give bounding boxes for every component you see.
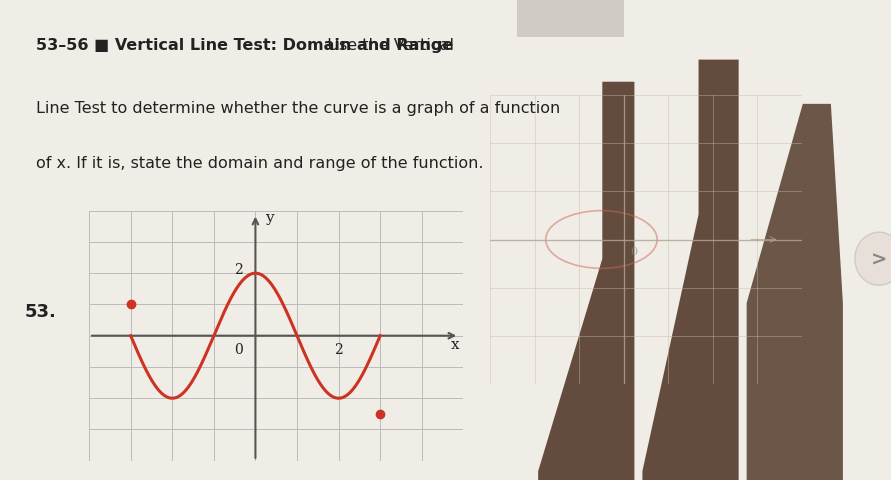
Text: 53.: 53. — [25, 302, 57, 320]
Text: Line Test to determine whether the curve is a graph of a function: Line Test to determine whether the curve… — [36, 100, 560, 115]
Text: x: x — [451, 337, 460, 351]
Text: 0: 0 — [234, 342, 243, 356]
Text: Use the Vertical: Use the Vertical — [313, 38, 454, 53]
Text: >: > — [871, 250, 887, 269]
Polygon shape — [538, 83, 634, 480]
Polygon shape — [642, 60, 739, 480]
Text: of x. If it is, state the domain and range of the function.: of x. If it is, state the domain and ran… — [36, 156, 483, 171]
Bar — [517, 0, 624, 38]
Text: 53–56 ■ Vertical Line Test: Domain and Range: 53–56 ■ Vertical Line Test: Domain and R… — [36, 38, 453, 53]
Circle shape — [855, 233, 891, 286]
Text: 2: 2 — [234, 263, 243, 276]
Text: y: y — [265, 210, 274, 225]
Text: 2: 2 — [334, 342, 343, 356]
Polygon shape — [747, 105, 843, 480]
Text: 0: 0 — [631, 246, 637, 256]
